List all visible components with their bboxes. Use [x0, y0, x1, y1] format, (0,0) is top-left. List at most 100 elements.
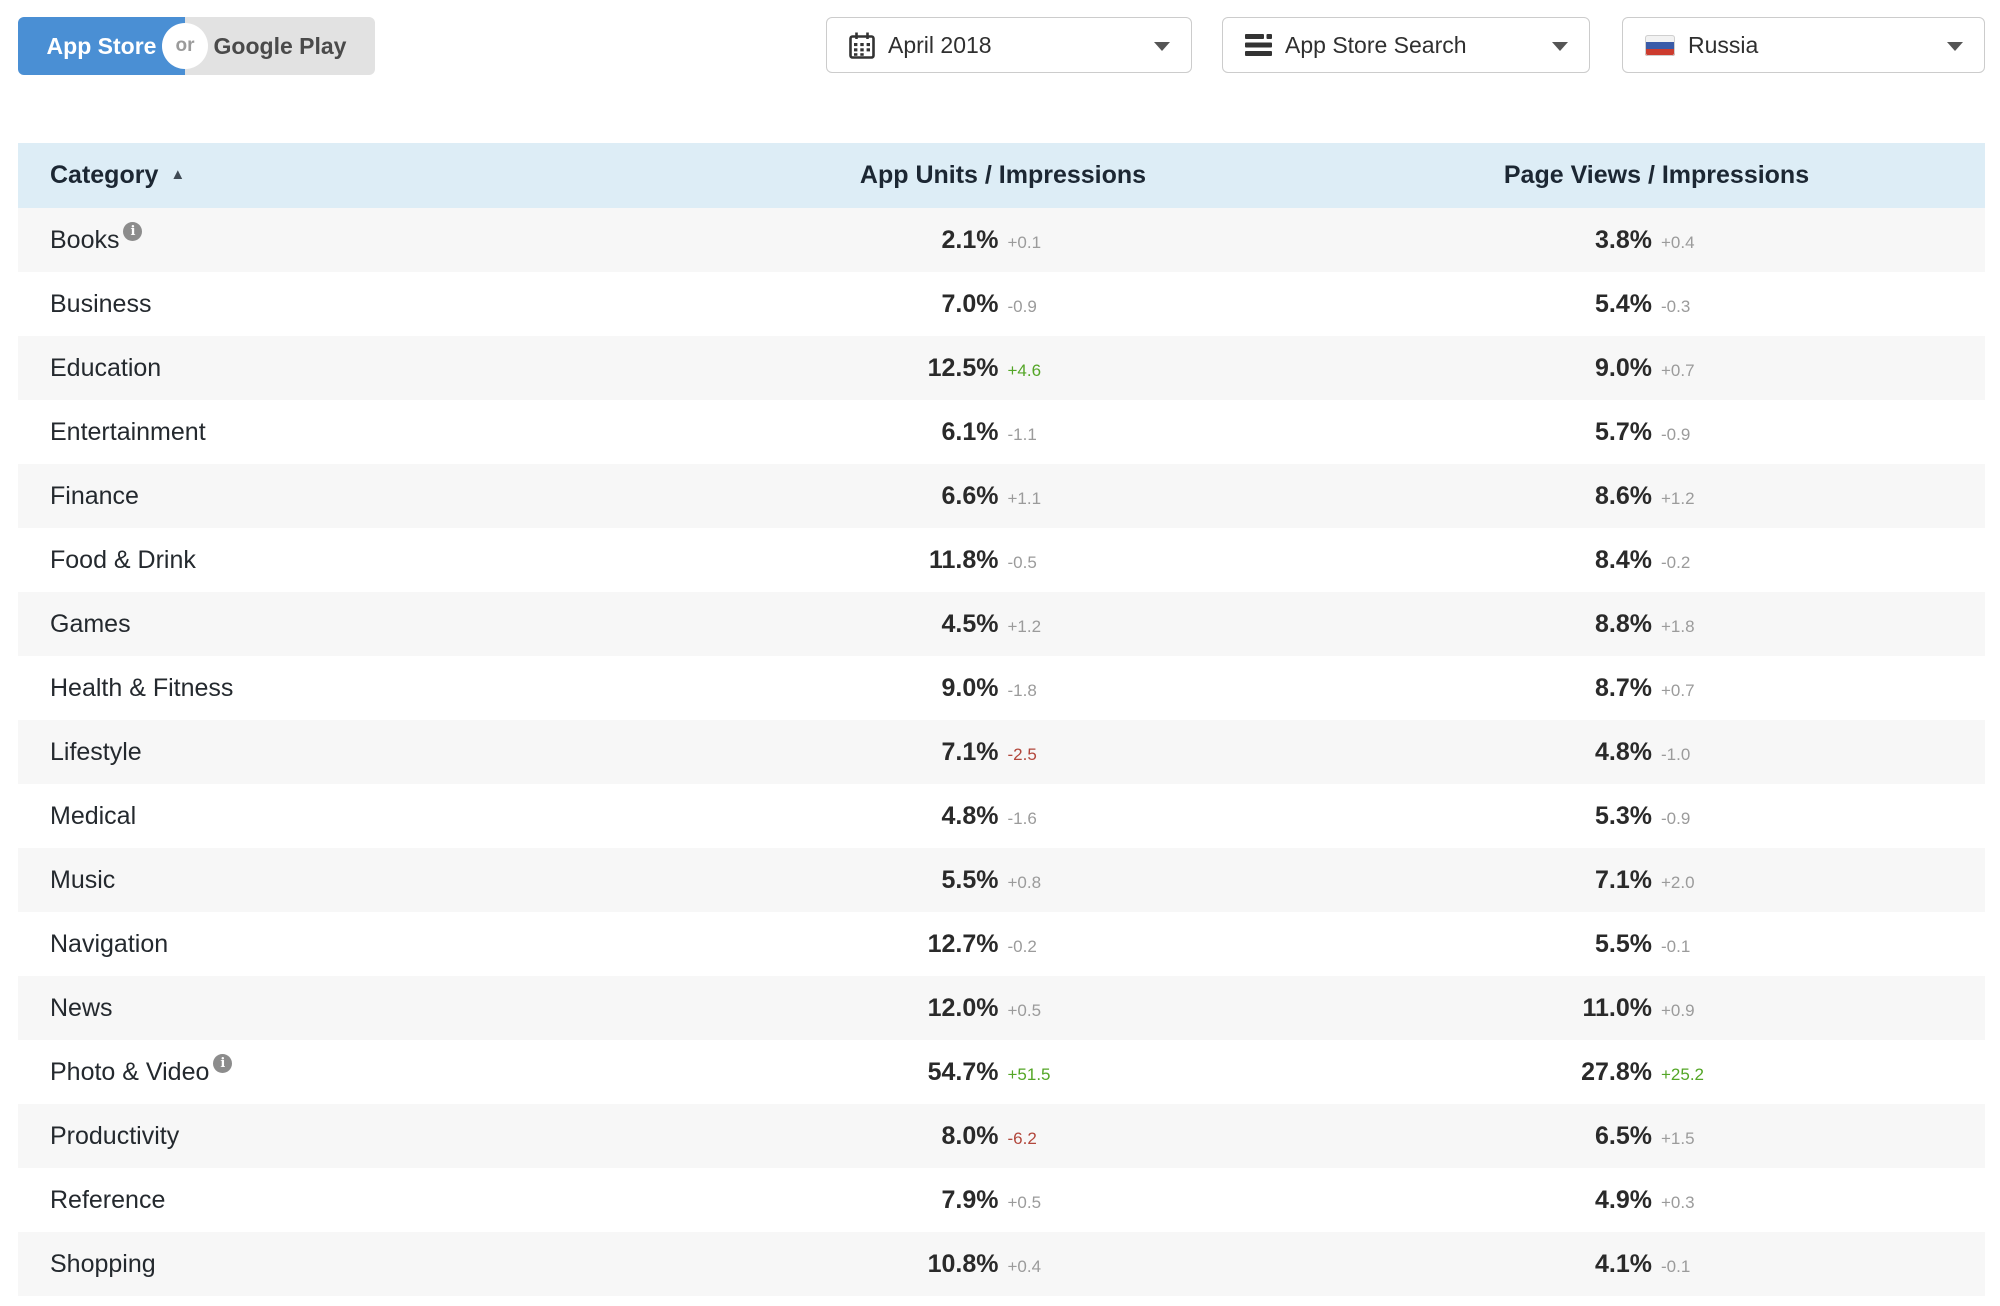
russia-flag-icon	[1645, 34, 1675, 56]
table-row[interactable]: Shopping 10.8% +0.4 4.1% -0.1	[18, 1232, 1985, 1296]
app-units-value: 4.5%	[941, 609, 999, 638]
table-row[interactable]: Education 12.5% +4.6 9.0% +0.7	[18, 336, 1985, 400]
category-cell: Music	[18, 866, 678, 895]
app-units-value: 4.8%	[941, 801, 999, 830]
category-cell: Books i	[18, 221, 678, 255]
app-units-cell: 6.6% +1.1	[678, 482, 1328, 511]
app-units-cell: 5.5% +0.8	[678, 866, 1328, 895]
app-units-cell: 12.7% -0.2	[678, 930, 1328, 959]
date-dropdown[interactable]: April 2018	[826, 17, 1192, 73]
category-label: Lifestyle	[50, 737, 142, 766]
country-dropdown[interactable]: Russia	[1622, 17, 1985, 73]
category-header-label: Category	[50, 161, 159, 189]
date-dropdown-value: April 2018	[888, 31, 992, 58]
calendar-icon	[849, 32, 875, 59]
page-views-value: 4.1%	[1595, 1249, 1652, 1278]
table-row[interactable]: Music 5.5% +0.8 7.1% +2.0	[18, 848, 1985, 912]
info-icon[interactable]: i	[213, 1053, 233, 1073]
app-units-value: 12.7%	[927, 929, 999, 958]
table-row[interactable]: Health & Fitness 9.0% -1.8 8.7% +0.7	[18, 656, 1985, 720]
or-badge: or	[162, 23, 208, 69]
table-row[interactable]: Finance 6.6% +1.1 8.6% +1.2	[18, 464, 1985, 528]
app-units-delta: +1.2	[1007, 616, 1042, 636]
category-cell: Finance	[18, 482, 678, 511]
chevron-down-icon	[1154, 42, 1170, 51]
app-store-toggle-button[interactable]: App Store	[18, 17, 185, 75]
table-row[interactable]: News 12.0% +0.5 11.0% +0.9	[18, 976, 1985, 1040]
table-row[interactable]: Business 7.0% -0.9 5.4% -0.3	[18, 272, 1985, 336]
table-row[interactable]: Photo & Video i 54.7% +51.5 27.8% +25.2	[18, 1040, 1985, 1104]
app-units-cell: 12.0% +0.5	[678, 994, 1328, 1023]
app-units-cell: 8.0% -6.2	[678, 1122, 1328, 1151]
source-dropdown-value: App Store Search	[1285, 31, 1467, 58]
app-units-value: 12.0%	[927, 993, 999, 1022]
app-units-delta: +0.5	[1007, 1192, 1042, 1212]
app-units-value: 8.0%	[941, 1121, 999, 1150]
table-row[interactable]: Books i 2.1% +0.1 3.8% +0.4	[18, 208, 1985, 272]
page-views-cell: 3.8% +0.4	[1328, 226, 1985, 255]
category-label: Food & Drink	[50, 545, 196, 574]
page-views-delta: -1.0	[1661, 744, 1691, 764]
column-header-category[interactable]: Category ▲	[18, 161, 678, 190]
page-views-delta: +0.9	[1661, 1000, 1695, 1020]
page-views-delta: -0.1	[1661, 936, 1691, 956]
app-units-value: 11.8%	[928, 545, 999, 574]
page-views-cell: 8.4% -0.2	[1328, 546, 1985, 575]
app-units-cell: 7.9% +0.5	[678, 1186, 1328, 1215]
page-views-delta: +0.3	[1661, 1192, 1695, 1212]
page-views-delta: -0.9	[1661, 424, 1691, 444]
info-icon[interactable]: i	[123, 221, 143, 241]
app-units-delta: -1.6	[1007, 808, 1037, 828]
page-views-value: 6.5%	[1595, 1121, 1652, 1150]
page-views-value: 8.6%	[1595, 481, 1652, 510]
column-header-page-views[interactable]: Page Views / Impressions	[1503, 161, 1810, 189]
app-units-delta: +0.1	[1007, 232, 1042, 252]
category-label: Navigation	[50, 929, 169, 958]
app-units-delta: -6.2	[1007, 1128, 1037, 1148]
page-views-cell: 6.5% +1.5	[1328, 1122, 1985, 1151]
top-controls: App Store Google Play or April 2018	[0, 0, 2000, 143]
table-row[interactable]: Games 4.5% +1.2 8.8% +1.8	[18, 592, 1985, 656]
app-units-cell: 10.8% +0.4	[678, 1250, 1328, 1279]
page-views-delta: -0.3	[1661, 296, 1691, 316]
source-dropdown[interactable]: App Store Search	[1222, 17, 1590, 73]
column-header-app-units[interactable]: App Units / Impressions	[859, 161, 1147, 189]
sort-asc-icon: ▲	[170, 166, 186, 183]
page-views-cell: 4.1% -0.1	[1328, 1250, 1985, 1279]
app-units-cell: 4.8% -1.6	[678, 802, 1328, 831]
page-views-value: 8.4%	[1595, 545, 1652, 574]
page-views-delta: -0.1	[1661, 1256, 1691, 1276]
app-units-cell: 54.7% +51.5	[678, 1058, 1328, 1087]
app-units-value: 5.5%	[941, 865, 999, 894]
category-label: Shopping	[50, 1249, 156, 1278]
page-views-cell: 5.7% -0.9	[1328, 418, 1985, 447]
page-views-value: 5.3%	[1595, 801, 1652, 830]
table-row[interactable]: Medical 4.8% -1.6 5.3% -0.9	[18, 784, 1985, 848]
category-cell: Productivity	[18, 1122, 678, 1151]
page-views-cell: 8.8% +1.8	[1328, 610, 1985, 639]
category-cell: Business	[18, 290, 678, 319]
chevron-down-icon	[1947, 42, 1963, 51]
store-toggle: App Store Google Play or	[18, 17, 375, 75]
table-row[interactable]: Productivity 8.0% -6.2 6.5% +1.5	[18, 1104, 1985, 1168]
page-views-delta: +1.2	[1661, 488, 1695, 508]
google-play-toggle-button[interactable]: Google Play	[185, 17, 375, 75]
page-views-value: 11.0%	[1582, 993, 1652, 1022]
category-cell: Health & Fitness	[18, 674, 678, 703]
page-views-value: 8.7%	[1595, 673, 1652, 702]
table-row[interactable]: Food & Drink 11.8% -0.5 8.4% -0.2	[18, 528, 1985, 592]
page-views-value: 3.8%	[1595, 225, 1652, 254]
category-label: Games	[50, 609, 131, 638]
app-units-value: 54.7%	[927, 1057, 999, 1086]
app-units-delta: +51.5	[1007, 1064, 1051, 1084]
table-row[interactable]: Reference 7.9% +0.5 4.9% +0.3	[18, 1168, 1985, 1232]
category-label: Entertainment	[50, 417, 206, 446]
category-cell: Entertainment	[18, 418, 678, 447]
page-views-delta: +1.5	[1661, 1128, 1695, 1148]
app-units-cell: 12.5% +4.6	[678, 354, 1328, 383]
table-row[interactable]: Navigation 12.7% -0.2 5.5% -0.1	[18, 912, 1985, 976]
table-row[interactable]: Lifestyle 7.1% -2.5 4.8% -1.0	[18, 720, 1985, 784]
table-row[interactable]: Entertainment 6.1% -1.1 5.7% -0.9	[18, 400, 1985, 464]
app-units-cell: 7.0% -0.9	[678, 290, 1328, 319]
page-views-delta: -0.9	[1661, 808, 1691, 828]
